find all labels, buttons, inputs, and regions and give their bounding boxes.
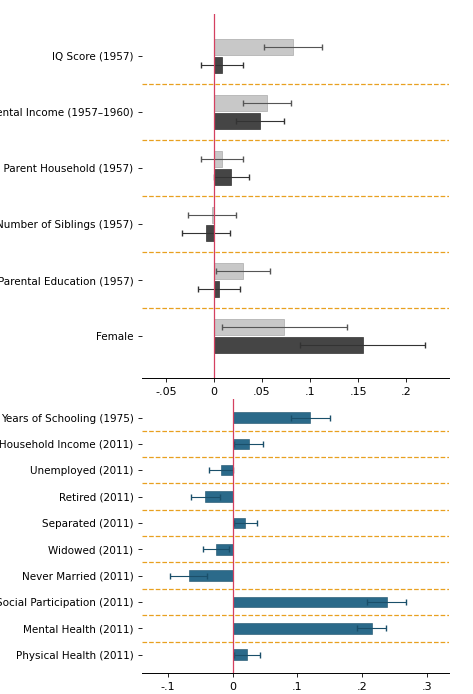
Bar [214, 337, 363, 353]
Bar [214, 95, 267, 111]
Bar [233, 439, 249, 449]
Bar [214, 57, 222, 73]
Legend: Distal, Joint: Distal, Joint [229, 443, 393, 470]
Bar [214, 169, 231, 185]
Bar [214, 151, 222, 167]
Bar [233, 412, 310, 423]
Bar [206, 225, 214, 241]
Bar [221, 465, 233, 475]
Bar [214, 39, 293, 55]
Bar [205, 491, 233, 502]
Bar [214, 281, 219, 297]
X-axis label: Standardised Coefficients: Standardised Coefficients [224, 403, 367, 413]
Bar [233, 518, 245, 528]
Bar [214, 113, 260, 129]
Bar [233, 623, 372, 634]
Bar [189, 570, 233, 581]
Bar [212, 208, 214, 223]
Bar [214, 319, 284, 335]
Bar [233, 597, 386, 607]
Bar [233, 650, 247, 660]
Bar [214, 263, 243, 279]
Bar [216, 544, 233, 555]
